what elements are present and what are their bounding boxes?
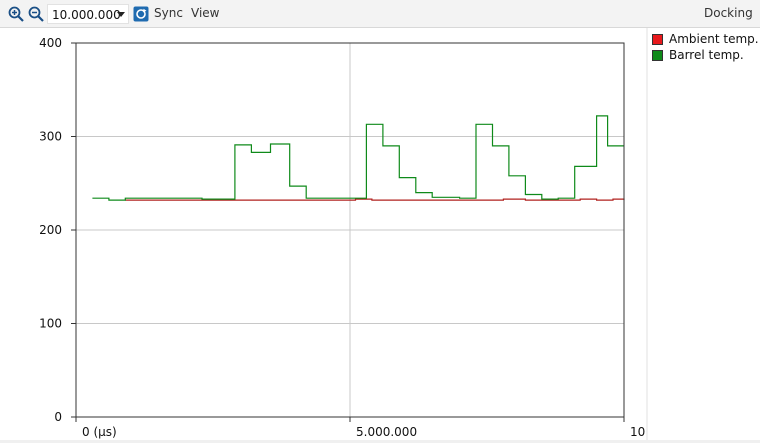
zoom-out-icon[interactable] bbox=[28, 6, 44, 22]
zoom-value: 10.000.000 bbox=[52, 8, 121, 22]
docking-menu[interactable]: Docking bbox=[704, 6, 753, 20]
legend-swatch-ambient bbox=[652, 34, 663, 45]
plot-area[interactable]: 0 100 200 300 400 0 (µs) 5.000.000 10 bbox=[0, 28, 646, 440]
legend-label-ambient: Ambient temp. bbox=[669, 32, 759, 46]
y-tick-label: 0 bbox=[54, 410, 62, 424]
series-line-barrel[interactable] bbox=[92, 115, 624, 201]
zoom-combobox[interactable]: 10.000.000 bbox=[47, 4, 129, 24]
legend-panel: Ambient temp. Barrel temp. bbox=[648, 28, 760, 440]
y-tick-label: 100 bbox=[39, 317, 62, 331]
y-tick-label: 400 bbox=[39, 36, 62, 50]
x-tick-label: 0 (µs) bbox=[82, 425, 117, 439]
x-tick-label: 5.000.000 bbox=[356, 425, 417, 439]
sync-button[interactable]: Sync bbox=[154, 6, 183, 20]
y-tick-label: 200 bbox=[39, 223, 62, 237]
dropdown-arrow-icon[interactable] bbox=[117, 9, 125, 19]
sync-icon[interactable] bbox=[133, 6, 149, 22]
y-tick-label: 300 bbox=[39, 130, 62, 144]
series-line-ambient[interactable] bbox=[125, 198, 625, 201]
legend-swatch-barrel bbox=[652, 50, 663, 61]
zoom-in-icon[interactable] bbox=[8, 6, 24, 22]
x-tick-label: 10 bbox=[630, 425, 645, 439]
chart[interactable]: 0 100 200 300 400 0 (µs) 5.000.000 10 bbox=[0, 28, 646, 440]
legend-label-barrel: Barrel temp. bbox=[669, 48, 744, 62]
view-menu[interactable]: View bbox=[191, 6, 220, 20]
toolbar: 10.000.000 Sync View Docking bbox=[0, 0, 760, 28]
